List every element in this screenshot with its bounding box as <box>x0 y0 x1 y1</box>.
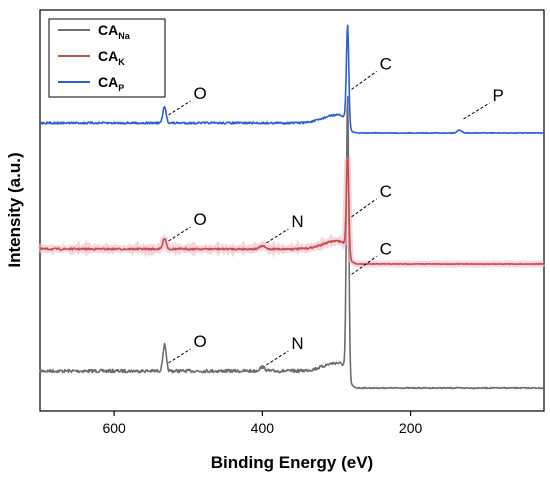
legend-box <box>48 18 166 98</box>
y-axis-title: Intensity (a.u.) <box>5 152 24 267</box>
x-tick-label: 400 <box>251 420 275 436</box>
peak-leader <box>168 348 191 364</box>
legend-subscript: K <box>118 57 125 67</box>
peak-label-p: P <box>493 86 504 105</box>
x-tick-label: 600 <box>102 420 126 436</box>
peak-leader <box>266 350 289 366</box>
peak-leader <box>266 228 289 244</box>
plot-frame <box>39 9 545 412</box>
peak-leader <box>351 198 377 218</box>
peak-label-c: C <box>380 239 392 258</box>
peak-label-n: N <box>291 334 303 353</box>
series-line-k <box>39 156 545 266</box>
peak-annotations: O N C O N C O C P <box>168 54 504 366</box>
legend-subscript: P <box>118 83 124 93</box>
series-line-p <box>39 24 545 135</box>
peak-leader <box>351 255 377 275</box>
legend-subscript: Na <box>118 31 130 41</box>
peak-leader <box>168 100 191 116</box>
peak-leader <box>351 70 377 90</box>
peak-leader <box>168 226 191 242</box>
peak-label-n: N <box>291 212 303 231</box>
legend-label: CAP <box>98 74 124 93</box>
peak-label-c: C <box>380 54 392 73</box>
x-axis-title: Binding Energy (eV) <box>211 453 373 472</box>
peak-label-c: C <box>380 182 392 201</box>
x-axis-ticks: 600 400 200 <box>102 411 422 436</box>
peak-label-o: O <box>194 332 207 351</box>
peak-label-o: O <box>194 210 207 229</box>
peak-label-o: O <box>194 84 207 103</box>
x-tick-label: 200 <box>399 420 423 436</box>
peak-leader <box>463 102 490 120</box>
series-line-na <box>39 95 545 390</box>
spectra-group <box>37 24 545 390</box>
